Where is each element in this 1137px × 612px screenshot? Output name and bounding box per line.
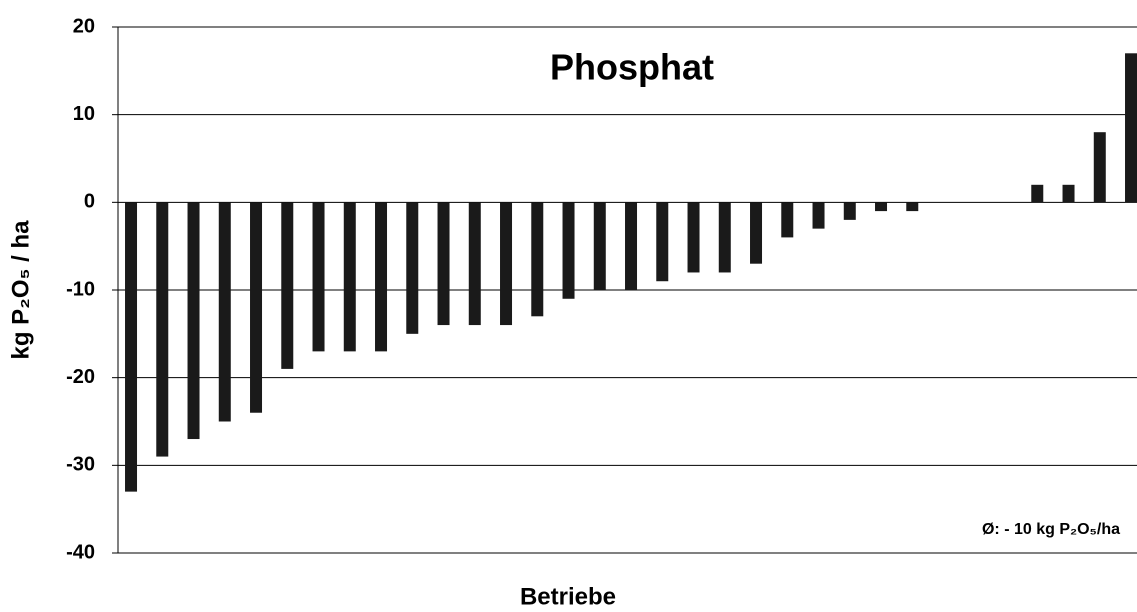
- bar: [1031, 184, 1044, 203]
- x-axis-label: Betriebe: [520, 583, 616, 610]
- y-tick-label: 0: [84, 191, 95, 213]
- bar: [1093, 132, 1106, 203]
- y-tick-label: 10: [73, 103, 95, 125]
- bar: [781, 202, 794, 238]
- bar: [750, 202, 763, 264]
- bar: [593, 202, 606, 290]
- bar: [125, 202, 138, 492]
- bar: [1125, 53, 1137, 203]
- bar: [562, 202, 575, 299]
- bar: [531, 202, 544, 317]
- bar: [281, 202, 294, 369]
- bar: [187, 202, 200, 440]
- bar: [1062, 184, 1075, 203]
- bar: [625, 202, 638, 290]
- bar: [312, 202, 325, 352]
- bar: [218, 202, 231, 422]
- bar: [843, 202, 856, 220]
- y-tick-label: -30: [66, 454, 95, 476]
- annotation: Ø: - 10 kg P₂O₅/ha: [982, 521, 1120, 538]
- bar: [437, 202, 450, 326]
- bar: [156, 202, 169, 457]
- bar: [906, 202, 919, 212]
- bar: [875, 202, 888, 212]
- bar: [718, 202, 731, 273]
- bar: [468, 202, 481, 326]
- y-tick-label: -10: [66, 278, 95, 300]
- bar: [656, 202, 669, 282]
- bar: [250, 202, 263, 413]
- bar: [406, 202, 419, 334]
- bar: [343, 202, 356, 352]
- y-tick-label: -20: [66, 366, 95, 388]
- bar: [812, 202, 825, 229]
- bar: [687, 202, 700, 273]
- y-tick-label: 20: [73, 15, 95, 37]
- y-axis-label: kg P₂O₅ / ha: [7, 220, 34, 360]
- chart-title: Phosphat: [550, 47, 714, 88]
- bar: [375, 202, 388, 352]
- y-tick-label: -40: [66, 541, 95, 563]
- bar: [500, 202, 513, 326]
